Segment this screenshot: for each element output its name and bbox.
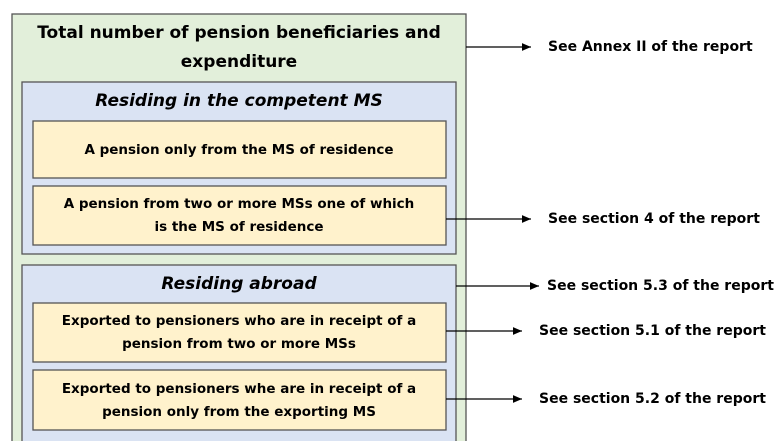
title-line: expenditure [181,52,297,72]
item-box [32,302,447,363]
reference: See Annex II of the report [548,39,753,55]
group-header: Residing abroad [161,274,317,294]
reference: See section 4 of the report [548,211,760,227]
item-box [32,185,447,246]
item-line: Exported to pensioners whe are in receip… [62,381,416,397]
title-line: Total number of pension beneficiaries an… [37,23,441,43]
group-header: Residing in the competent MS [95,91,383,111]
item-box [32,369,447,431]
reference: See section 5.2 of the report [539,391,766,407]
item-line: A pension from two or more MSs one of wh… [64,196,415,212]
item-box [32,120,447,179]
reference: See section 5.1 of the report [539,323,766,339]
item-line: Exported to pensioners who are in receip… [62,313,416,329]
item-line: pension from two or more MSs [122,336,356,352]
item-line: pension only from the exporting MS [102,404,376,420]
item-line: A pension only from the MS of residence [84,142,393,158]
reference: See section 5.3 of the report [547,278,774,294]
item-line: is the MS of residence [154,219,323,235]
